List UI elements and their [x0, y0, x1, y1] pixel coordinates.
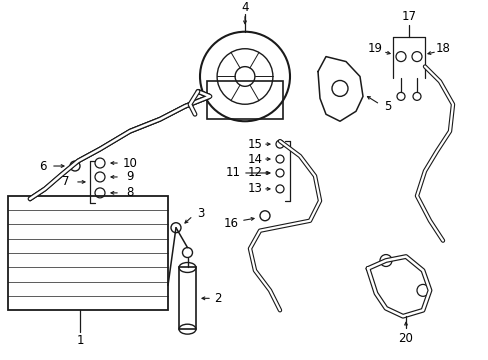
Bar	[206, 81, 283, 119]
Text: 4: 4	[241, 1, 248, 14]
Text: 2: 2	[214, 292, 221, 305]
Text: 20: 20	[398, 332, 412, 345]
Text: 12: 12	[247, 166, 262, 180]
Text: 15: 15	[247, 138, 262, 150]
Bar	[8, 196, 168, 310]
Text: 6: 6	[39, 159, 47, 172]
Text: 16: 16	[223, 217, 238, 230]
Bar	[179, 267, 196, 329]
Text: 17: 17	[401, 10, 416, 23]
Text: 9: 9	[126, 171, 134, 184]
Text: 14: 14	[247, 153, 262, 166]
Text: 3: 3	[197, 207, 204, 220]
Text: 19: 19	[367, 42, 382, 55]
Text: 18: 18	[435, 42, 449, 55]
Text: 13: 13	[247, 183, 262, 195]
Text: 7: 7	[62, 175, 70, 188]
Text: 8: 8	[126, 186, 133, 199]
Text: 1: 1	[76, 334, 83, 347]
Text: 10: 10	[122, 157, 137, 170]
Text: 11: 11	[225, 166, 240, 180]
Text: 5: 5	[384, 100, 391, 113]
